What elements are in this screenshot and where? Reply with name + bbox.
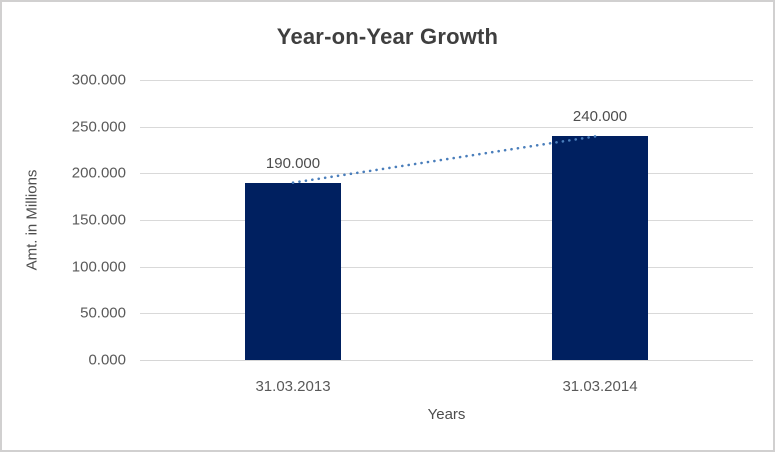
gridline xyxy=(140,126,753,128)
x-axis-tick-labels: 31.03.2013 31.03.2014 xyxy=(140,378,753,398)
y-tick-label: 300.000 xyxy=(71,71,126,89)
y-tick-label: 0.000 xyxy=(88,351,126,369)
y-tick-label: 150.000 xyxy=(71,211,126,229)
y-tick-label: 200.000 xyxy=(71,164,126,182)
y-tick-label: 100.000 xyxy=(71,258,126,276)
gridline xyxy=(140,313,753,315)
x-axis-line xyxy=(140,360,753,361)
gridline xyxy=(140,173,753,175)
bar-2014 xyxy=(552,136,648,360)
chart-title: Year-on-Year Growth xyxy=(276,24,499,49)
y-tick-label: 50.000 xyxy=(80,304,126,322)
x-tick-label: 31.03.2014 xyxy=(562,378,638,395)
y-tick-label: 250.000 xyxy=(71,118,126,136)
gridline xyxy=(140,220,753,221)
bar-2013 xyxy=(245,182,341,360)
trendline xyxy=(291,134,600,184)
y-axis-tick-labels: 300.000 250.000 200.000 150.000 100.000 … xyxy=(2,72,126,369)
gridline xyxy=(140,266,753,268)
x-axis-title: Years xyxy=(427,406,466,423)
bar-value-label: 240.000 xyxy=(572,108,628,125)
x-tick-label: 31.03.2013 xyxy=(255,378,331,395)
plot-area: 190.000 240.000 xyxy=(140,80,753,361)
gridline xyxy=(140,80,753,81)
bar-value-label: 190.000 xyxy=(265,154,321,172)
